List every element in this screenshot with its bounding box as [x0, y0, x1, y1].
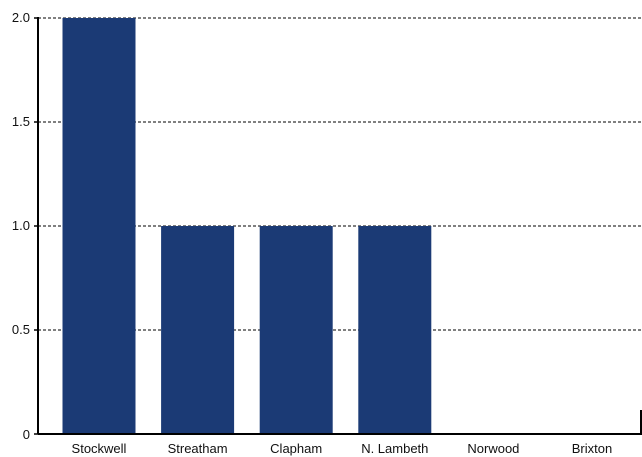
tick-labels: 0 0.5 1.0 1.5 2.0 Stockwell Streatham Clapham N.…	[12, 10, 612, 456]
y-tick-label-1: 0.5	[12, 322, 30, 337]
bars	[62, 18, 432, 434]
x-tick-label-stockwell: Stockwell	[72, 441, 127, 456]
gridlines	[38, 17, 642, 331]
bar-n-lambeth	[358, 226, 432, 434]
y-tick-label-2: 1.0	[12, 218, 30, 233]
x-tick-label-n-lambeth: N. Lambeth	[361, 441, 428, 456]
y-tick-label-4: 2.0	[12, 10, 30, 25]
x-tick-label-streatham: Streatham	[168, 441, 228, 456]
x-tick-label-norwood: Norwood	[467, 441, 519, 456]
bar-streatham	[161, 226, 235, 434]
x-tick-label-brixton: Brixton	[572, 441, 612, 456]
x-tick-label-clapham: Clapham	[270, 441, 322, 456]
bar-stockwell	[62, 18, 136, 434]
bar-clapham	[259, 226, 333, 434]
y-tick-label-0: 0	[23, 427, 30, 442]
y-tick-label-3: 1.5	[12, 114, 30, 129]
axes	[34, 17, 642, 435]
